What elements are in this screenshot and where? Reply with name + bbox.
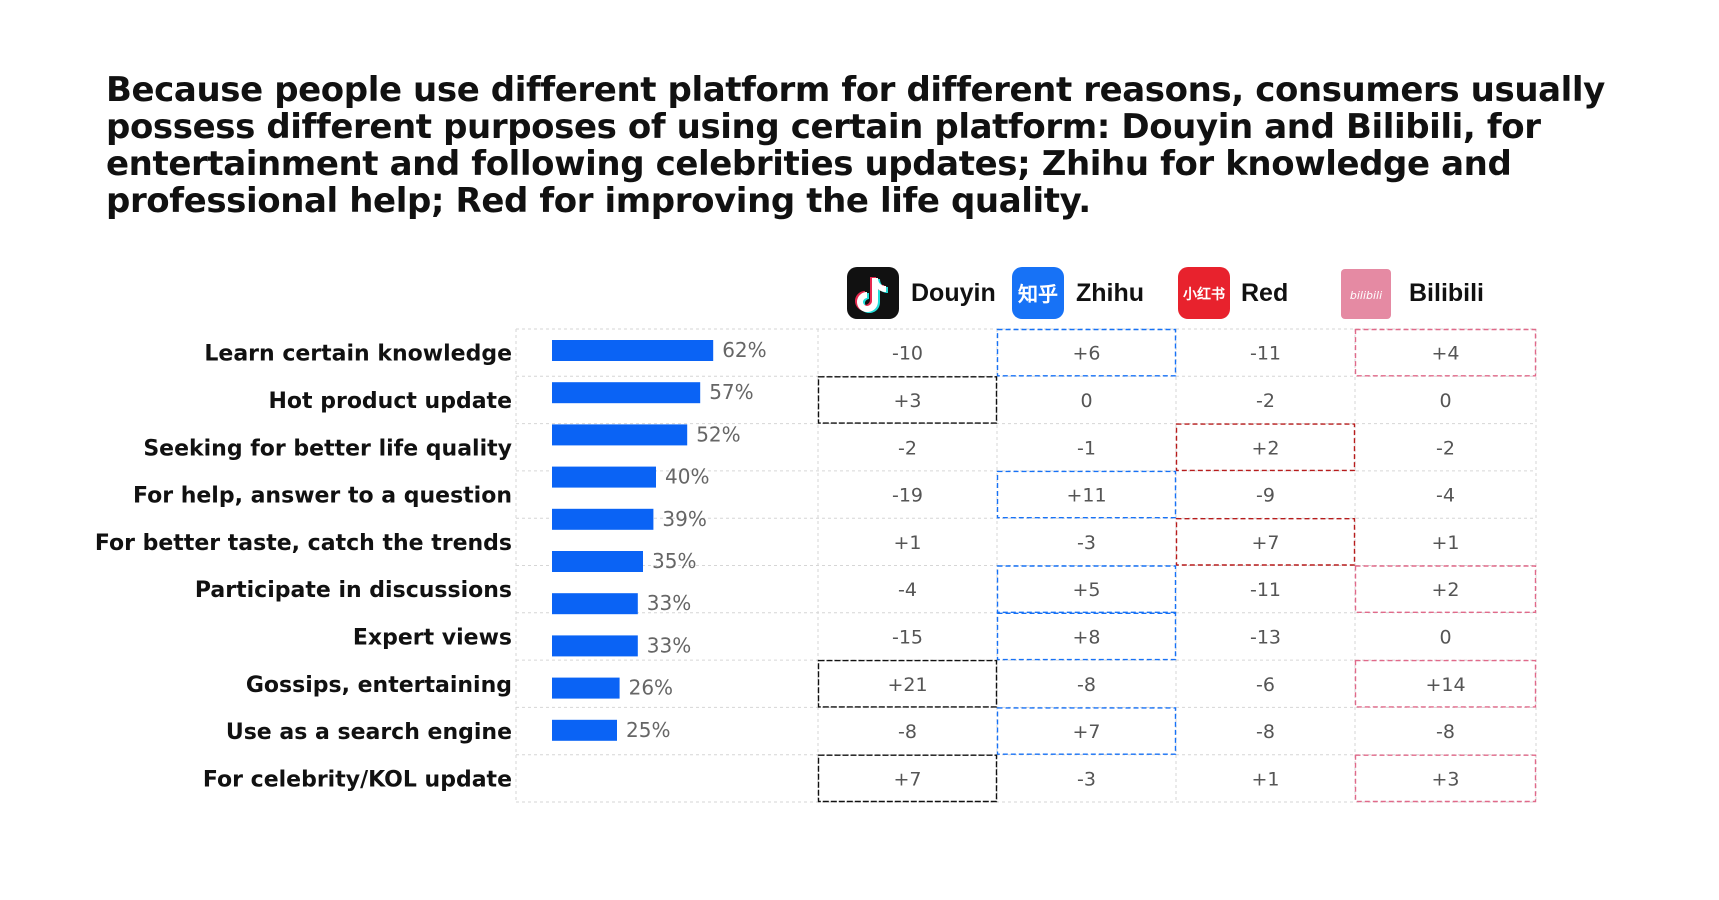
table-cell: -3 [1077,532,1096,554]
bar [552,466,656,488]
xiaohongshu-icon: 小红书 [1178,267,1230,319]
highlight-box [996,565,1177,613]
category-label: Use as a search engine [226,720,512,745]
highlight-box [996,328,1177,377]
bar [552,593,638,615]
bar [552,677,620,699]
bar-value-label: 62% [722,338,766,362]
table-cell: -11 [1250,579,1281,601]
table-cell: -6 [1256,674,1275,696]
highlight-box [996,470,1177,519]
bar-value-label: 33% [647,591,691,615]
highlight-box [817,376,998,424]
table-cell: +4 [1431,343,1459,365]
bar-value-label: 33% [647,633,691,657]
category-label: Seeking for better life quality [143,436,512,461]
table-cell: -11 [1250,343,1281,365]
table-cell: -2 [898,437,917,459]
table-cell: -8 [1436,721,1455,743]
douyin-icon [847,267,899,319]
table-cell: -9 [1256,485,1275,507]
table-cell: +1 [1431,532,1459,554]
highlight-box [1354,754,1537,803]
table-cell: -3 [1077,768,1096,790]
highlight-box [1354,659,1537,708]
highlight-box [817,754,998,803]
table-cell: 0 [1439,626,1451,648]
red-logo-text: 小红书 [1183,286,1225,303]
category-label: Gossips, entertaining [246,673,512,698]
platform-name-red: Red [1241,279,1289,307]
table-cell: -1 [1077,437,1096,459]
table-cell: -2 [1256,390,1275,412]
bar-value-label: 57% [709,380,753,404]
table-cell: +2 [1431,579,1459,601]
table-cell: +3 [1431,768,1459,790]
table-cell: 0 [1439,390,1451,412]
bar [552,382,701,404]
table-cell: -8 [1077,674,1096,696]
table-cell: -4 [1436,485,1455,507]
table-cell: -4 [898,579,917,601]
table-cell: +7 [893,768,921,790]
bar-value-label: 26% [629,676,673,700]
category-label: For help, answer to a question [133,484,512,509]
bar-value-label: 40% [665,465,709,489]
highlight-box [1175,518,1356,566]
table-cell: -19 [892,485,923,507]
table-cell: -8 [1256,721,1275,743]
table-cell: +1 [1251,768,1279,790]
table-cell: 0 [1080,390,1092,412]
bar [552,635,638,657]
table-cell: -2 [1436,437,1455,459]
table-cell: +7 [1072,721,1100,743]
platform-name-douyin: Douyin [911,279,996,307]
table-cell: -15 [892,626,923,648]
bar [552,508,654,530]
highlight-box [1354,328,1537,377]
table-cell: +11 [1066,485,1106,507]
category-label: For better taste, catch the trends [95,531,512,556]
platform-name-zhihu: Zhihu [1076,279,1145,307]
highlight-box [996,707,1177,755]
table-cell: +1 [893,532,921,554]
table-cell: -8 [898,721,917,743]
table-cell: +3 [893,390,921,412]
table-cell: -13 [1250,626,1281,648]
zhihu-icon: 知乎 [1012,267,1064,319]
table-cell: +21 [887,674,927,696]
table-cell: -10 [892,343,923,365]
category-label: For celebrity/KOL update [203,767,512,792]
highlight-box [817,659,998,708]
platform-name-bilibili: Bilibili [1409,279,1484,307]
category-label: Expert views [353,625,512,650]
category-label: Learn certain knowledge [204,342,512,367]
table-cell: +5 [1072,579,1100,601]
bar-value-label: 35% [652,549,696,573]
zhihu-logo-text: 知乎 [1018,282,1058,306]
headline: Because people use different platform fo… [106,70,1605,221]
bilibili-logo-text: bilibili [1350,289,1382,302]
highlight-box [996,612,1177,661]
category-label: Participate in discussions [195,578,512,603]
bar [552,424,688,446]
bar [552,551,643,572]
category-label: Hot product update [269,389,512,414]
table-cell: +6 [1072,343,1100,365]
highlight-box [1175,423,1356,472]
table-cell: +7 [1251,532,1279,554]
highlight-box [1354,565,1537,613]
table-cell: +2 [1251,437,1279,459]
bar [552,719,617,741]
bar-value-label: 39% [662,507,706,531]
table-cell: +8 [1072,626,1100,648]
bar-value-label: 25% [626,718,670,742]
bilibili-icon: bilibili [1341,269,1391,319]
table-cell: +14 [1425,674,1465,696]
bar-value-label: 52% [696,422,740,446]
bar [552,340,714,361]
